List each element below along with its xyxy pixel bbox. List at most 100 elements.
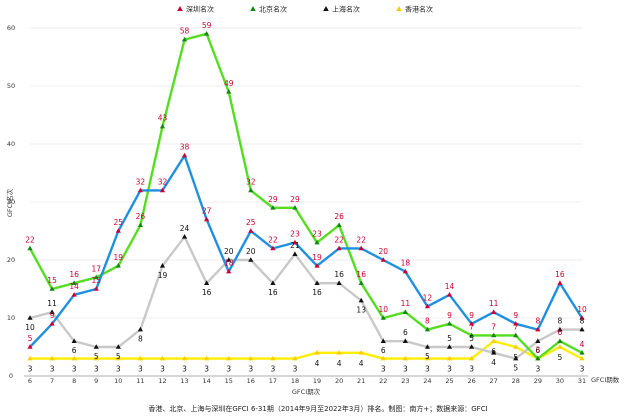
data-point-marker [535, 355, 541, 361]
data-point-marker [71, 292, 77, 297]
data-point-marker [491, 309, 497, 314]
data-point-marker [579, 326, 585, 332]
data-point-marker [93, 286, 99, 291]
data-label: 9 [50, 311, 55, 320]
data-label: 3 [270, 365, 275, 374]
data-point-marker [380, 355, 386, 361]
data-point-marker [181, 234, 188, 239]
data-label: 25 [246, 218, 256, 227]
data-point-marker [424, 355, 431, 361]
data-point-marker [115, 355, 121, 361]
data-label: 10 [577, 305, 587, 314]
data-point-marker [204, 355, 210, 361]
data-point-marker [270, 355, 276, 361]
x-tick-label: 29 [534, 377, 542, 385]
x-tick-label: 11 [136, 377, 144, 385]
data-label: 5 [513, 353, 518, 362]
data-point-marker [491, 350, 497, 355]
data-label: 6 [72, 346, 77, 355]
axes: 0 10 20 30 40 50 60 6 7 8 9 10 11 12 13 14 15 16 17 18 19 20 2… [7, 24, 588, 385]
data-label: 16 [312, 288, 322, 297]
data-point-marker [402, 268, 408, 274]
x-tick-label: 14 [202, 377, 210, 385]
x-tick-label: 18 [291, 377, 299, 385]
data-label: 4 [337, 359, 342, 368]
data-point-marker [424, 326, 431, 332]
x-tick-label: 19 [313, 377, 321, 385]
data-point-marker [204, 31, 210, 36]
data-label: 19 [312, 253, 322, 262]
data-label: 3 [381, 365, 386, 374]
data-label: 24 [180, 224, 190, 233]
x-tick-label: 24 [423, 377, 431, 385]
data-label: 8 [425, 317, 430, 326]
x-tick-label: 8 [72, 377, 76, 385]
x-tick-label: 20 [335, 377, 343, 385]
data-point-marker [557, 344, 563, 349]
y-tick-label: 60 [7, 24, 15, 32]
data-label: 6 [403, 328, 408, 337]
data-label: 11 [489, 299, 499, 308]
data-point-marker [226, 355, 232, 361]
data-point-marker [513, 321, 519, 326]
data-point-marker [491, 338, 497, 343]
data-point-marker [181, 152, 188, 158]
data-point-marker [115, 344, 121, 349]
data-label: 49 [224, 79, 234, 88]
data-label: 4 [580, 340, 585, 349]
data-label: 17 [91, 264, 101, 273]
series-line [29, 154, 584, 348]
legend-marker [323, 6, 329, 11]
data-label: 3 [72, 365, 77, 374]
data-label: 16 [268, 288, 278, 297]
data-point-marker [49, 309, 55, 314]
data-label: 10 [25, 323, 35, 332]
data-point-marker [292, 205, 298, 210]
gridlines [30, 27, 582, 377]
data-point-marker [137, 355, 143, 361]
x-tick-label: 28 [512, 377, 520, 385]
data-label: 3 [160, 365, 165, 374]
data-label: 4 [359, 359, 364, 368]
data-label: 6 [535, 346, 540, 355]
data-label: 3 [403, 365, 408, 374]
x-axis-end-label: GFCI期数 [591, 375, 620, 384]
data-label: 5 [447, 334, 452, 343]
data-label: 26 [334, 212, 344, 221]
data-label: 11 [401, 299, 411, 308]
data-point-marker [446, 292, 453, 297]
data-point-marker [469, 355, 475, 361]
data-label: 6 [491, 347, 496, 356]
data-label: 15 [47, 276, 57, 285]
data-point-marker [226, 89, 232, 94]
data-label: 43 [158, 114, 168, 123]
data-label: 5 [116, 352, 121, 361]
data-point-marker [181, 355, 188, 361]
data-point-marker [181, 36, 188, 42]
data-label: 3 [94, 365, 99, 374]
data-label: 9 [513, 311, 518, 320]
data-point-marker [159, 187, 166, 193]
data-point-marker [93, 274, 99, 280]
data-label: 22 [356, 235, 366, 244]
data-label: 9 [469, 311, 474, 320]
data-label: 3 [138, 365, 143, 374]
data-label: 3 [204, 365, 209, 374]
data-label: 32 [136, 177, 146, 186]
data-point-marker [446, 344, 453, 349]
data-label: 18 [224, 259, 234, 268]
x-tick-label: 12 [158, 377, 166, 385]
data-point-marker [248, 257, 254, 262]
x-tick-label: 15 [225, 377, 233, 385]
x-tick-label: 16 [247, 377, 255, 385]
data-point-marker [424, 303, 431, 309]
x-tick-label: 6 [28, 377, 32, 385]
data-point-marker [270, 205, 276, 210]
data-point-marker [336, 245, 342, 251]
y-tick-label: 30 [7, 198, 15, 206]
data-label: 23 [290, 230, 300, 239]
data-label: 3 [182, 365, 187, 374]
data-point-marker [159, 355, 166, 361]
data-label: 5 [558, 353, 563, 362]
data-label: 10 [379, 305, 389, 314]
